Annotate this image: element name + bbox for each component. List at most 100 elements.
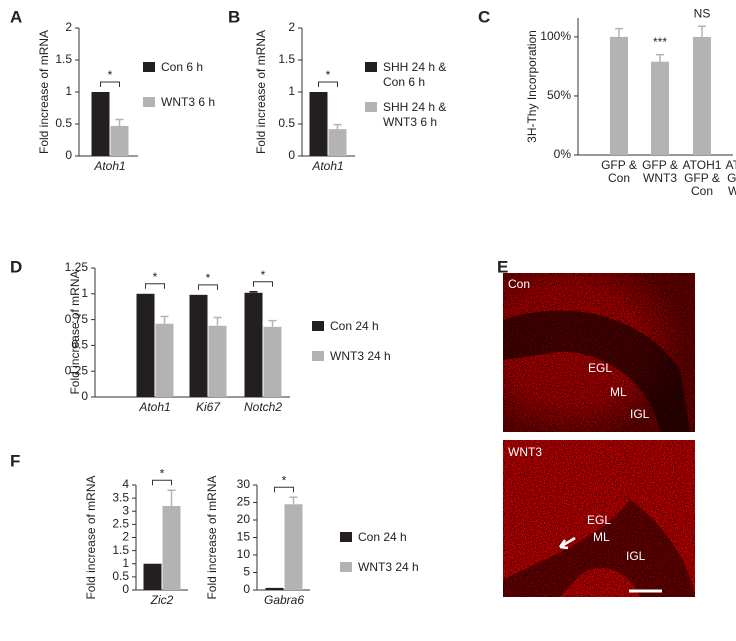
error-bar xyxy=(167,489,176,506)
significance-bracket xyxy=(100,81,120,87)
y-tick-label: 10 xyxy=(237,547,251,561)
image-label: Con xyxy=(508,277,530,291)
y-tick-label: 2.5 xyxy=(112,517,129,531)
error-bar xyxy=(333,123,342,130)
y-tick-label: 1.5 xyxy=(278,52,295,66)
legend-label: Con 6 h xyxy=(161,60,204,74)
y-tick-label: 0.75 xyxy=(65,312,89,326)
significance-bracket xyxy=(318,81,338,87)
significance-label: * xyxy=(261,268,266,282)
y-tick-label: 4 xyxy=(122,477,129,491)
bar xyxy=(693,36,711,155)
legend-label: SHH 24 h & Con 6 h xyxy=(383,60,447,89)
y-tick-label: 1.5 xyxy=(112,543,129,557)
y-tick-label: 3 xyxy=(122,503,129,517)
x-tick-label: Atoh1 xyxy=(94,159,126,173)
region-label: EGL xyxy=(588,361,612,375)
y-tick-label: 1.25 xyxy=(65,260,89,274)
y-tick-label: 15 xyxy=(237,530,251,544)
significance-label: * xyxy=(326,68,331,82)
legend-swatch xyxy=(340,562,352,572)
bar xyxy=(265,587,284,590)
legend-swatch xyxy=(365,102,377,112)
bar xyxy=(610,36,628,155)
error-bar xyxy=(615,27,623,37)
significance-bracket xyxy=(198,284,218,290)
x-tick-label: Zic2 xyxy=(150,593,174,607)
legend-label: Con 24 h xyxy=(330,319,379,333)
significance-bracket xyxy=(274,486,294,493)
y-tick-label: 1.5 xyxy=(55,52,72,66)
y-tick-label: 0.5 xyxy=(55,116,72,130)
significance-bracket xyxy=(253,281,273,287)
bar xyxy=(263,326,282,397)
legend-swatch xyxy=(143,97,155,107)
legend-swatch xyxy=(312,351,324,361)
bar xyxy=(244,292,263,397)
bar xyxy=(189,294,208,397)
error-bar xyxy=(213,316,222,326)
panel-label: B xyxy=(228,7,240,26)
region-label: IGL xyxy=(630,407,650,421)
region-label: ML xyxy=(593,530,610,544)
y-tick-label: 2 xyxy=(122,530,129,544)
significance-label: *** xyxy=(653,35,667,49)
x-tick-label: Gabra6 xyxy=(263,593,305,607)
y-tick-label: 0 xyxy=(65,148,72,162)
y-tick-label: 0 xyxy=(288,148,295,162)
bar xyxy=(155,323,174,397)
x-tick-label: GFP & WNT3 xyxy=(642,158,678,185)
bar xyxy=(110,125,129,156)
legend-swatch xyxy=(365,62,377,72)
legend-label: WNT3 24 h xyxy=(358,560,419,574)
region-label: EGL xyxy=(587,513,611,527)
bar xyxy=(91,92,110,156)
bar xyxy=(136,293,155,397)
error-bar xyxy=(268,319,277,327)
x-tick-label: Atoh1 xyxy=(312,159,344,173)
legend-item: SHH 24 h & WNT3 6 h xyxy=(365,100,455,130)
legend-label: WNT3 6 h xyxy=(161,95,216,109)
micrograph-shade xyxy=(503,500,695,597)
legend-swatch xyxy=(143,62,155,72)
panel-label: E xyxy=(497,257,508,276)
y-tick-label: 2 xyxy=(65,20,72,34)
significance-bracket xyxy=(152,479,172,486)
y-tick-label: 20 xyxy=(237,512,251,526)
panel-e: E Con EGL ML IGL WNT3 EGL ML IGL xyxy=(497,257,695,597)
legend-label: WNT3 24 h xyxy=(330,349,391,363)
significance-bracket xyxy=(145,283,165,289)
y-axis-title: Fold increase of mRNA xyxy=(254,30,268,154)
bar xyxy=(651,61,669,156)
y-tick-label: 0.5 xyxy=(278,116,295,130)
x-tick-label: Ki67 xyxy=(195,400,221,414)
panel-label: F xyxy=(10,451,20,470)
x-tick-label: GFP & Con xyxy=(601,158,637,185)
legend-item: Con 24 h xyxy=(340,530,450,545)
legend-item: Con 6 h xyxy=(143,60,243,75)
panel-label: C xyxy=(478,7,490,26)
region-label: IGL xyxy=(626,549,646,563)
y-axis-title: Fold increase of mRNA xyxy=(84,475,98,599)
legend-item: WNT3 24 h xyxy=(340,560,450,575)
y-tick-label: 2 xyxy=(288,20,295,34)
error-bar xyxy=(289,496,298,505)
bar xyxy=(309,92,328,156)
x-tick-label: Notch2 xyxy=(243,400,283,414)
panel-label: D xyxy=(10,257,22,276)
y-tick-label: 0 xyxy=(243,582,250,596)
legend-item: Con 24 h xyxy=(312,319,422,334)
significance-label: * xyxy=(160,466,165,480)
arrow xyxy=(558,536,576,550)
significance-label: * xyxy=(153,270,158,284)
legend-label: SHH 24 h & WNT3 6 h xyxy=(383,100,447,129)
error-bar xyxy=(698,25,706,37)
y-tick-label: 0 xyxy=(122,582,129,596)
micrograph-texture xyxy=(503,440,695,597)
y-axis-title: Fold increase of mRNA xyxy=(205,475,219,599)
legend-swatch xyxy=(340,532,352,542)
panel-label: A xyxy=(10,7,22,26)
bar xyxy=(284,504,303,590)
significance-label: * xyxy=(206,271,211,285)
